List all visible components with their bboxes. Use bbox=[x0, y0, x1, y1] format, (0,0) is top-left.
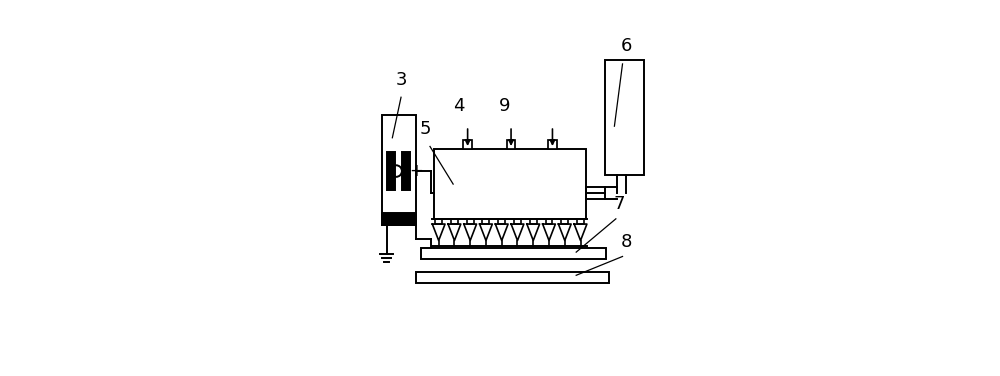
Text: 9: 9 bbox=[499, 97, 510, 115]
Bar bbox=[482, 219, 489, 224]
Bar bbox=[434, 149, 586, 219]
Bar bbox=[577, 219, 584, 224]
Text: 7: 7 bbox=[614, 195, 625, 213]
Bar bbox=[421, 249, 606, 259]
Bar bbox=[561, 219, 568, 224]
Bar bbox=[416, 271, 609, 282]
Bar bbox=[548, 140, 557, 149]
Bar bbox=[451, 219, 458, 224]
Bar bbox=[546, 219, 552, 224]
Bar bbox=[402, 152, 410, 190]
Text: 8: 8 bbox=[621, 233, 632, 251]
Bar bbox=[382, 213, 416, 224]
Bar bbox=[605, 60, 644, 175]
Bar bbox=[514, 219, 521, 224]
Text: 3: 3 bbox=[395, 71, 407, 89]
Bar bbox=[530, 219, 537, 224]
Text: 6: 6 bbox=[621, 37, 632, 55]
Text: +: + bbox=[409, 162, 423, 180]
Bar bbox=[498, 219, 505, 224]
Text: 5: 5 bbox=[420, 120, 431, 138]
Bar bbox=[463, 140, 472, 149]
Bar bbox=[435, 219, 442, 224]
Bar bbox=[507, 140, 515, 149]
Text: 4: 4 bbox=[453, 97, 465, 115]
Bar bbox=[382, 115, 416, 224]
Bar bbox=[387, 152, 395, 190]
Bar bbox=[467, 219, 474, 224]
